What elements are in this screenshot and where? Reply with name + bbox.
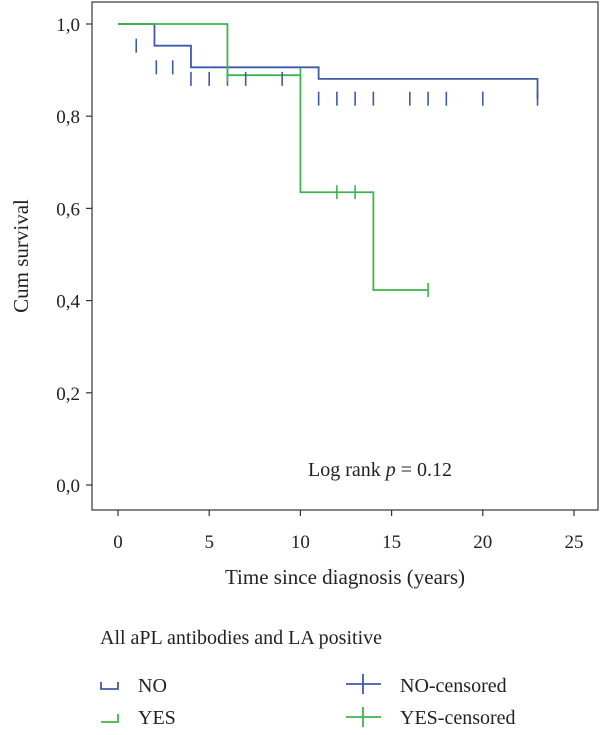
x-tick-label: 5 <box>204 532 214 553</box>
legend-no-censored-symbol <box>346 674 381 694</box>
legend-yes-line-symbol <box>101 714 119 723</box>
x-tick-label: 10 <box>291 532 310 553</box>
legend: All aPL antibodies and LA positive NO YE… <box>100 627 516 729</box>
y-axis-ticks: 0,0 0,2 0,4 0,6 0,8 1,0 <box>56 15 92 497</box>
legend-label-yes: YES <box>138 707 176 729</box>
x-axis-title: Time since diagnosis (years) <box>225 565 465 589</box>
annotation-prefix: Log rank <box>308 459 386 481</box>
survival-curves <box>118 23 539 291</box>
plot-area-frame <box>91 1 599 511</box>
y-tick-label: 0,0 <box>56 476 80 497</box>
legend-title: All aPL antibodies and LA positive <box>100 627 382 649</box>
x-tick-label: 25 <box>565 532 584 553</box>
x-tick-label: 0 <box>113 532 123 553</box>
annotation-suffix: = 0.12 <box>396 459 452 481</box>
y-tick-label: 0,8 <box>56 107 80 128</box>
x-tick-label: 20 <box>473 532 492 553</box>
log-rank-annotation: Log rank p = 0.12 <box>308 459 452 481</box>
legend-yes-censored-symbol <box>346 707 381 727</box>
legend-no-line-symbol <box>100 682 119 690</box>
censor-markers <box>135 38 539 297</box>
y-tick-label: 0,4 <box>56 292 80 313</box>
x-axis-ticks: 0 5 10 15 20 25 <box>113 510 584 553</box>
y-tick-label: 0,6 <box>56 199 80 220</box>
y-tick-label: 0,2 <box>56 384 80 405</box>
legend-label-no-censored: NO-censored <box>400 675 507 697</box>
annotation-p-symbol: p <box>384 459 396 481</box>
legend-label-yes-censored: YES-censored <box>400 707 516 729</box>
legend-label-no: NO <box>138 675 167 697</box>
series-line-yes <box>118 23 429 291</box>
y-axis-title: Cum survival <box>9 199 33 313</box>
y-tick-label: 1,0 <box>56 15 80 36</box>
x-tick-label: 15 <box>382 532 401 553</box>
series-line-no <box>118 23 539 99</box>
